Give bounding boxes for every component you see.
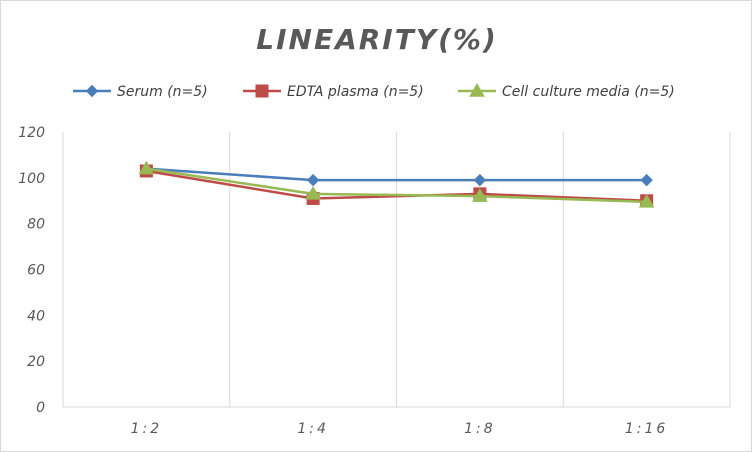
x-tick-label: 1:8: [464, 421, 496, 437]
legend-item: Cell culture media (n=5): [458, 82, 675, 100]
data-point: [305, 185, 321, 200]
data-point: [473, 173, 487, 187]
legend: Serum (n=5) EDTA plasma (n=5) Cell culture…: [73, 82, 675, 100]
y-tick-label: 100: [18, 171, 45, 187]
y-tick-label: 60: [27, 263, 45, 279]
legend-item: EDTA plasma (n=5): [243, 84, 424, 100]
gridlines: [62, 132, 731, 408]
y-tick-label: 0: [36, 400, 45, 416]
data-point: [640, 173, 653, 187]
series-line: [146, 167, 647, 182]
y-axis-tick-labels: 0 20 40 60 80 100 120: [18, 125, 45, 416]
y-tick-label: 80: [27, 217, 45, 233]
data-point: [138, 160, 155, 175]
legend-marker: [469, 82, 485, 97]
data-point: [638, 193, 655, 208]
series-layer: [138, 160, 655, 208]
y-tick-label: 20: [27, 354, 45, 370]
series-3: [138, 160, 655, 208]
x-tick-label: 1:4: [297, 421, 329, 437]
legend-marker: [85, 84, 99, 98]
data-point: [306, 173, 320, 187]
legend-label: Serum (n=5): [117, 84, 208, 100]
legend-label: EDTA plasma (n=5): [287, 84, 424, 100]
y-tick-label: 120: [18, 125, 45, 141]
x-tick-label: 1:16: [625, 421, 668, 437]
chart-title: LINEARITY(%): [256, 23, 498, 56]
x-tick-label: 1:2: [131, 421, 163, 437]
legend-item: Serum (n=5): [73, 84, 208, 100]
y-tick-label: 40: [27, 308, 45, 324]
legend-marker: [255, 84, 269, 98]
x-axis-tick-labels: 1:2 1:4 1:8 1:16: [131, 421, 668, 437]
series-line: [146, 167, 647, 204]
data-point: [472, 188, 488, 202]
legend-label: Cell culture media (n=5): [502, 84, 675, 100]
